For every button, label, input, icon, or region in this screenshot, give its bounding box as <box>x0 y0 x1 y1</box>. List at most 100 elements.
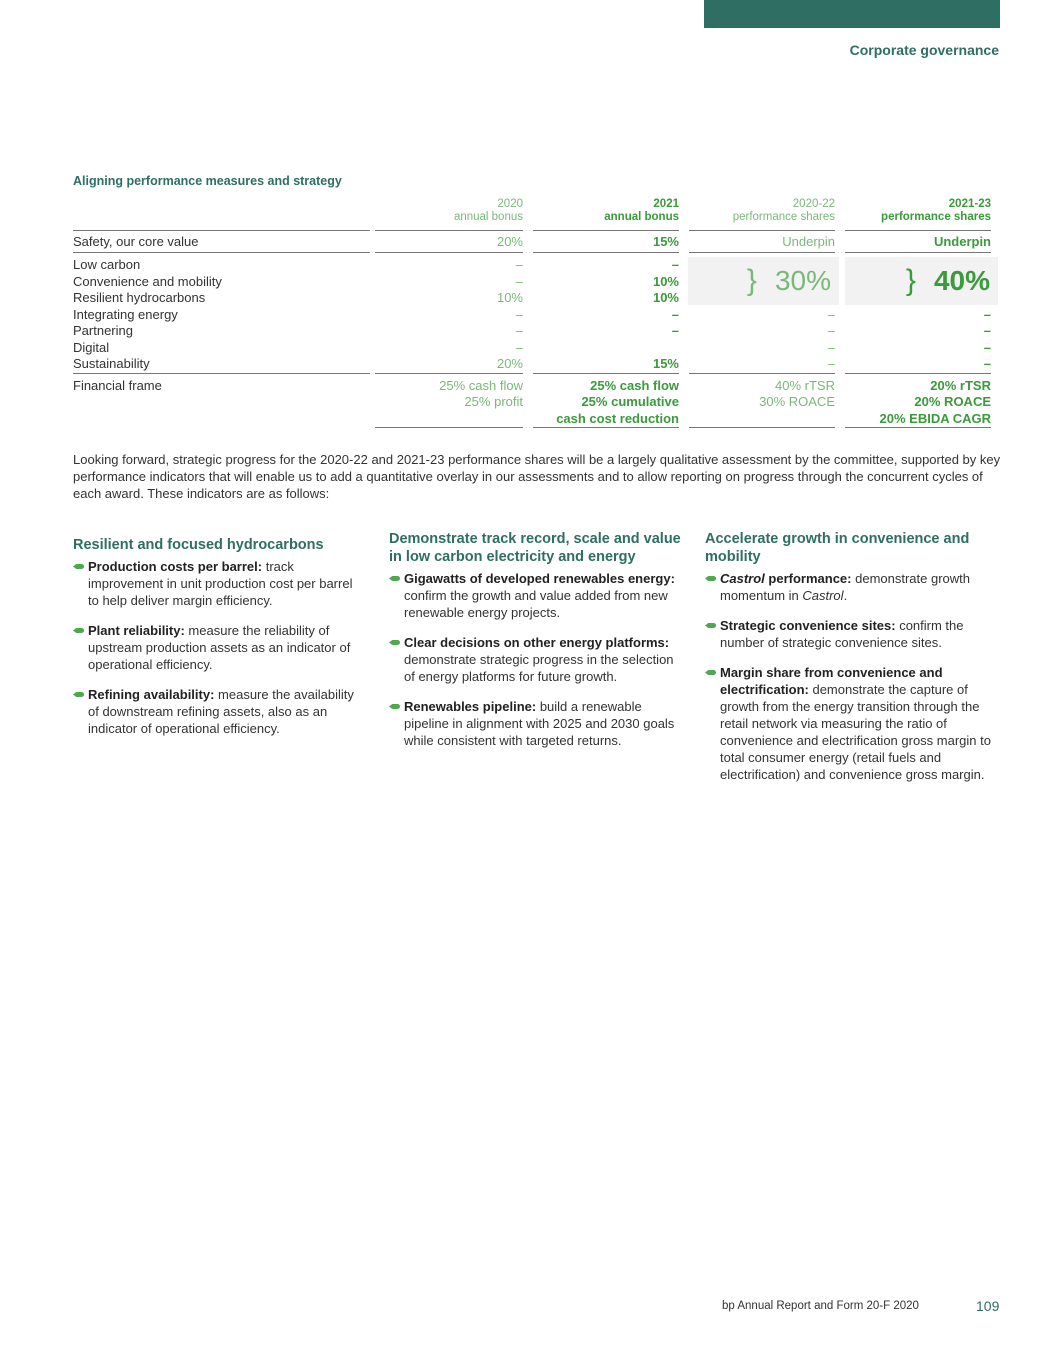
table-row-financial: Financial frame 25% cash flow 25% profit … <box>73 378 998 428</box>
cell: – <box>515 339 523 355</box>
table-row: Integrating energy – – – – <box>73 307 998 324</box>
grouped-cell-2020-22: } 30% <box>688 257 839 305</box>
kpi-text: demonstrate strategic progress in the se… <box>404 652 674 684</box>
kpi-text: measure the reliability of upstream prod… <box>88 623 351 672</box>
table-row: Sustainability 20% 15% – – <box>73 356 998 373</box>
cell: – <box>983 356 991 371</box>
table-row: Digital – – – <box>73 340 998 357</box>
kpi-name: Plant reliability: <box>88 623 185 638</box>
cell: – <box>515 323 523 338</box>
bullet-icon <box>389 576 400 581</box>
kpi-name: Castrol <box>720 571 765 586</box>
kpi-column: Demonstrate track record, scale and valu… <box>389 530 681 762</box>
row-label: Low carbon <box>73 257 141 272</box>
page-number: 109 <box>976 1298 1000 1314</box>
bullet-icon <box>389 704 400 709</box>
table-row: Resilient hydrocarbons 10% 10% <box>73 290 998 307</box>
cell: Underpin <box>689 230 835 252</box>
cell: – <box>515 273 523 289</box>
kpi-column: Resilient and focused hydrocarbons Produc… <box>73 536 365 750</box>
cell: – <box>983 323 991 338</box>
row-label: Partnering <box>73 323 133 338</box>
cell: 10% <box>652 273 679 289</box>
kpi-name: Renewables pipeline: <box>404 699 537 714</box>
cell: – <box>671 257 679 272</box>
kpi-heading: Demonstrate track record, scale and valu… <box>389 531 681 565</box>
cell: 20% <box>375 230 523 252</box>
kpi-heading: Resilient and focused hydrocarbons <box>73 537 324 553</box>
cell: – <box>671 323 679 338</box>
kpi-name: Refining availability: <box>88 687 215 702</box>
row-label: Convenience and mobility <box>73 273 222 289</box>
cell: 25% cumulative <box>581 394 679 409</box>
kpi-name: performance: <box>764 571 852 586</box>
table-header: 2020 annual bonus 2021 annual bonus 2020-2… <box>73 198 998 230</box>
col-year: 2021 <box>653 198 679 210</box>
kpi-text: track improvement in unit production cos… <box>88 559 353 608</box>
bullet-icon <box>389 640 400 645</box>
cell: – <box>983 306 991 322</box>
kpi-item: Margin share from convenience and electr… <box>705 664 997 783</box>
cell: 25% cash flow <box>590 377 679 393</box>
cell: – <box>515 306 523 322</box>
table-row: Safety, our core value 20% 15% Underpin … <box>73 230 998 252</box>
row-label: Safety, our core value <box>73 230 370 252</box>
cell: 15% <box>652 356 679 371</box>
cell: – <box>827 306 835 322</box>
bullet-icon <box>73 564 84 569</box>
cell: Underpin <box>845 230 991 252</box>
kpi-text: demonstrate growth momentum in <box>720 571 971 603</box>
bullet-icon <box>705 670 716 675</box>
col-label: annual bonus <box>604 211 679 223</box>
bullet-icon <box>73 692 84 697</box>
cell: – <box>671 306 679 322</box>
kpi-item: Renewables pipeline: build a renewable p… <box>389 698 681 749</box>
kpi-item: Castrol performance: demonstrate growth … <box>705 570 997 604</box>
header-bar <box>704 0 1000 28</box>
cell: – <box>983 339 991 355</box>
col-label: performance shares <box>732 211 835 223</box>
cell: 25% cash flow <box>439 377 523 393</box>
col-label: performance shares <box>881 211 991 223</box>
cell: – <box>515 257 523 272</box>
col-year: 2020 <box>497 198 523 210</box>
kpi-text: . <box>843 588 848 603</box>
section-title: Corporate governance <box>849 42 999 58</box>
table-row: Convenience and mobility – 10% <box>73 274 998 291</box>
kpi-text: confirm the growth and value added from … <box>404 588 668 620</box>
brace-icon: } <box>746 264 757 297</box>
cell: 30% ROACE <box>759 394 835 409</box>
bullet-icon <box>705 623 716 628</box>
kpi-name: Strategic convenience sites: <box>720 618 896 633</box>
kpi-column: Accelerate growth in convenience and mob… <box>705 530 997 796</box>
grouped-value: 30% <box>774 265 831 296</box>
cell: – <box>827 339 835 355</box>
col-year: 2020-22 <box>792 198 835 210</box>
brace-icon: } <box>905 264 916 297</box>
cell: 40% rTSR <box>775 377 835 393</box>
table-row: Low carbon – – <box>73 257 998 274</box>
kpi-item: Plant reliability: measure the reliabili… <box>73 622 365 673</box>
row-label: Sustainability <box>73 356 150 371</box>
cell: – <box>827 356 835 371</box>
cell: 25% profit <box>464 394 523 409</box>
cell: 20% <box>496 356 523 371</box>
cell <box>533 340 679 357</box>
cell: 20% rTSR <box>930 377 991 393</box>
kpi-item: Strategic convenience sites: confirm the… <box>705 617 997 651</box>
row-label: Financial frame <box>73 377 162 393</box>
cell: 10% <box>652 290 679 305</box>
kpi-item: Clear decisions on other energy platform… <box>389 634 681 685</box>
kpi-heading: Accelerate growth in convenience and mob… <box>705 531 970 565</box>
kpi-item: Refining availability: measure the avail… <box>73 686 365 737</box>
kpi-name: Production costs per barrel: <box>88 559 263 574</box>
cell: 10% <box>496 290 523 305</box>
footer-text: bp Annual Report and Form 20-F 2020 <box>722 1300 919 1312</box>
row-label: Resilient hydrocarbons <box>73 290 206 305</box>
cell: 15% <box>533 230 679 252</box>
row-label: Integrating energy <box>73 306 178 322</box>
kpi-text: confirm the number of strategic convenie… <box>720 618 964 650</box>
kpi-item: Production costs per barrel: track impro… <box>73 558 365 609</box>
grouped-cell-2021-23: } 40% <box>845 257 998 305</box>
